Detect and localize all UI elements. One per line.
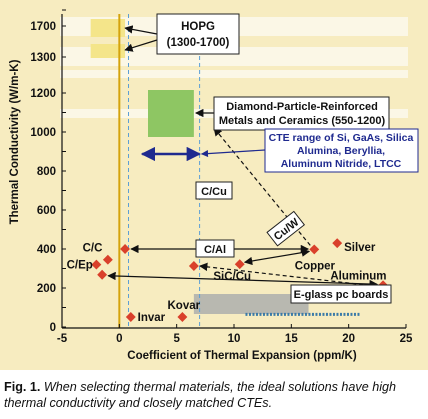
point-marker bbox=[125, 312, 136, 322]
diamond-label-box: Diamond-Particle-Reinforced Metals and C… bbox=[213, 96, 390, 131]
chart-svg: HOPG (1300-1700) Diamond-Particle-Reinfo… bbox=[9, 9, 419, 362]
y-tick-label: 800 bbox=[37, 166, 56, 178]
y-tick-label: 600 bbox=[37, 205, 56, 217]
y-tick-label: 200 bbox=[37, 283, 56, 295]
hopg-label-line1: HOPG bbox=[181, 21, 215, 33]
cal-label-box: C/Al bbox=[195, 239, 235, 258]
x-tick-label: -5 bbox=[57, 333, 68, 345]
point-label: Kovar bbox=[167, 300, 200, 312]
point-label: Silver bbox=[344, 242, 376, 254]
x-tick-label: 0 bbox=[116, 333, 122, 345]
cuw-arrow bbox=[243, 248, 311, 266]
x-tick-label: 20 bbox=[342, 333, 355, 345]
x-tick-label: 15 bbox=[285, 333, 298, 345]
hopg-label-box: HOPG (1300-1700) bbox=[156, 13, 240, 55]
point-marker bbox=[188, 261, 199, 271]
x-tick-label: 10 bbox=[228, 333, 241, 345]
hopg-region-top bbox=[90, 19, 126, 37]
cal-box-text: C/Al bbox=[204, 244, 226, 256]
figure-caption: Fig. 1. When selecting thermal materials… bbox=[4, 379, 424, 411]
diamond-region bbox=[148, 90, 194, 137]
hopg-region-bottom bbox=[90, 44, 126, 58]
eglass-label-box: E-glass pc boards bbox=[290, 284, 392, 304]
regions-layer bbox=[90, 19, 361, 316]
eglass-box-text: E-glass pc boards bbox=[294, 289, 389, 301]
cte-label-box: CTE range of Si, GaAs, Silica Alumina, B… bbox=[264, 128, 419, 173]
tick-labels: -5 0 5 10 15 20 250200400600800100012001300170… bbox=[30, 9, 413, 345]
hopg-label-line2: (1300-1700) bbox=[167, 37, 230, 49]
point-label: C/C bbox=[83, 243, 103, 255]
arrows-layer bbox=[107, 25, 378, 289]
y-tick-label: 0 bbox=[50, 322, 56, 334]
y-tick-label: 1300 bbox=[30, 52, 56, 64]
hopg-pointer-top bbox=[124, 25, 158, 35]
background-band bbox=[60, 47, 408, 66]
cuw-label-box: Cu/W bbox=[266, 210, 306, 247]
point-marker bbox=[97, 269, 108, 280]
x-tick-label: 5 bbox=[173, 333, 180, 345]
label-boxes: HOPG (1300-1700) Diamond-Particle-Reinfo… bbox=[156, 13, 419, 304]
alsic-dashed-arrow bbox=[199, 262, 378, 287]
point-label: Aluminum bbox=[330, 270, 386, 282]
cte-label-line1: CTE range of Si, GaAs, Silica bbox=[269, 132, 414, 144]
hopg-pointer-bottom bbox=[124, 39, 158, 52]
x-axis-title: Coefficient of Thermal Expansion (ppm/K) bbox=[127, 350, 357, 362]
ccu-label-box: C/Cu bbox=[195, 181, 233, 200]
point-marker bbox=[234, 259, 245, 270]
caption-prefix: Fig. 1. bbox=[4, 380, 41, 394]
point-marker bbox=[120, 244, 131, 254]
y-tick-label: 1000 bbox=[30, 127, 56, 139]
background-band bbox=[60, 70, 408, 78]
chart-figure: HOPG (1300-1700) Diamond-Particle-Reinfo… bbox=[0, 0, 428, 370]
diamond-label-line2: Metals and Ceramics (550-1200) bbox=[219, 115, 386, 127]
point-marker bbox=[177, 312, 188, 322]
x-tick-label: 25 bbox=[400, 333, 413, 345]
cte-pointer-arrow bbox=[200, 149, 266, 158]
diamond-label-line1: Diamond-Particle-Reinforced bbox=[226, 101, 378, 113]
diamond-dashed-arrow bbox=[213, 127, 311, 246]
point-label: SiC/Cu bbox=[213, 271, 251, 283]
y-tick-label: 1700 bbox=[30, 21, 56, 33]
point-label: C/Ep bbox=[67, 260, 93, 272]
point-marker bbox=[332, 238, 343, 249]
point-marker bbox=[309, 244, 320, 255]
point-labels: C/Ep C/C Silver Copper SiC/Cu Aluminum InvarKo… bbox=[67, 242, 387, 324]
cte-label-line3: Aluminum Nitride, LTCC bbox=[281, 158, 402, 170]
point-label: Invar bbox=[138, 312, 166, 324]
alsic-region bbox=[193, 294, 309, 314]
y-tick-label: 1200 bbox=[30, 88, 56, 100]
caption-text: When selecting thermal materials, the id… bbox=[4, 380, 397, 410]
point-marker bbox=[91, 259, 102, 270]
y-tick-label: 400 bbox=[37, 244, 56, 256]
ccu-box-text: C/Cu bbox=[201, 186, 227, 198]
point-marker bbox=[102, 254, 113, 265]
cal-arrow bbox=[107, 271, 378, 289]
point-label: Copper bbox=[295, 260, 336, 272]
y-axis-title: Thermal Conductivity (W/m-K) bbox=[9, 59, 21, 224]
cte-label-line2: Alumina, Beryllia, bbox=[297, 145, 385, 157]
